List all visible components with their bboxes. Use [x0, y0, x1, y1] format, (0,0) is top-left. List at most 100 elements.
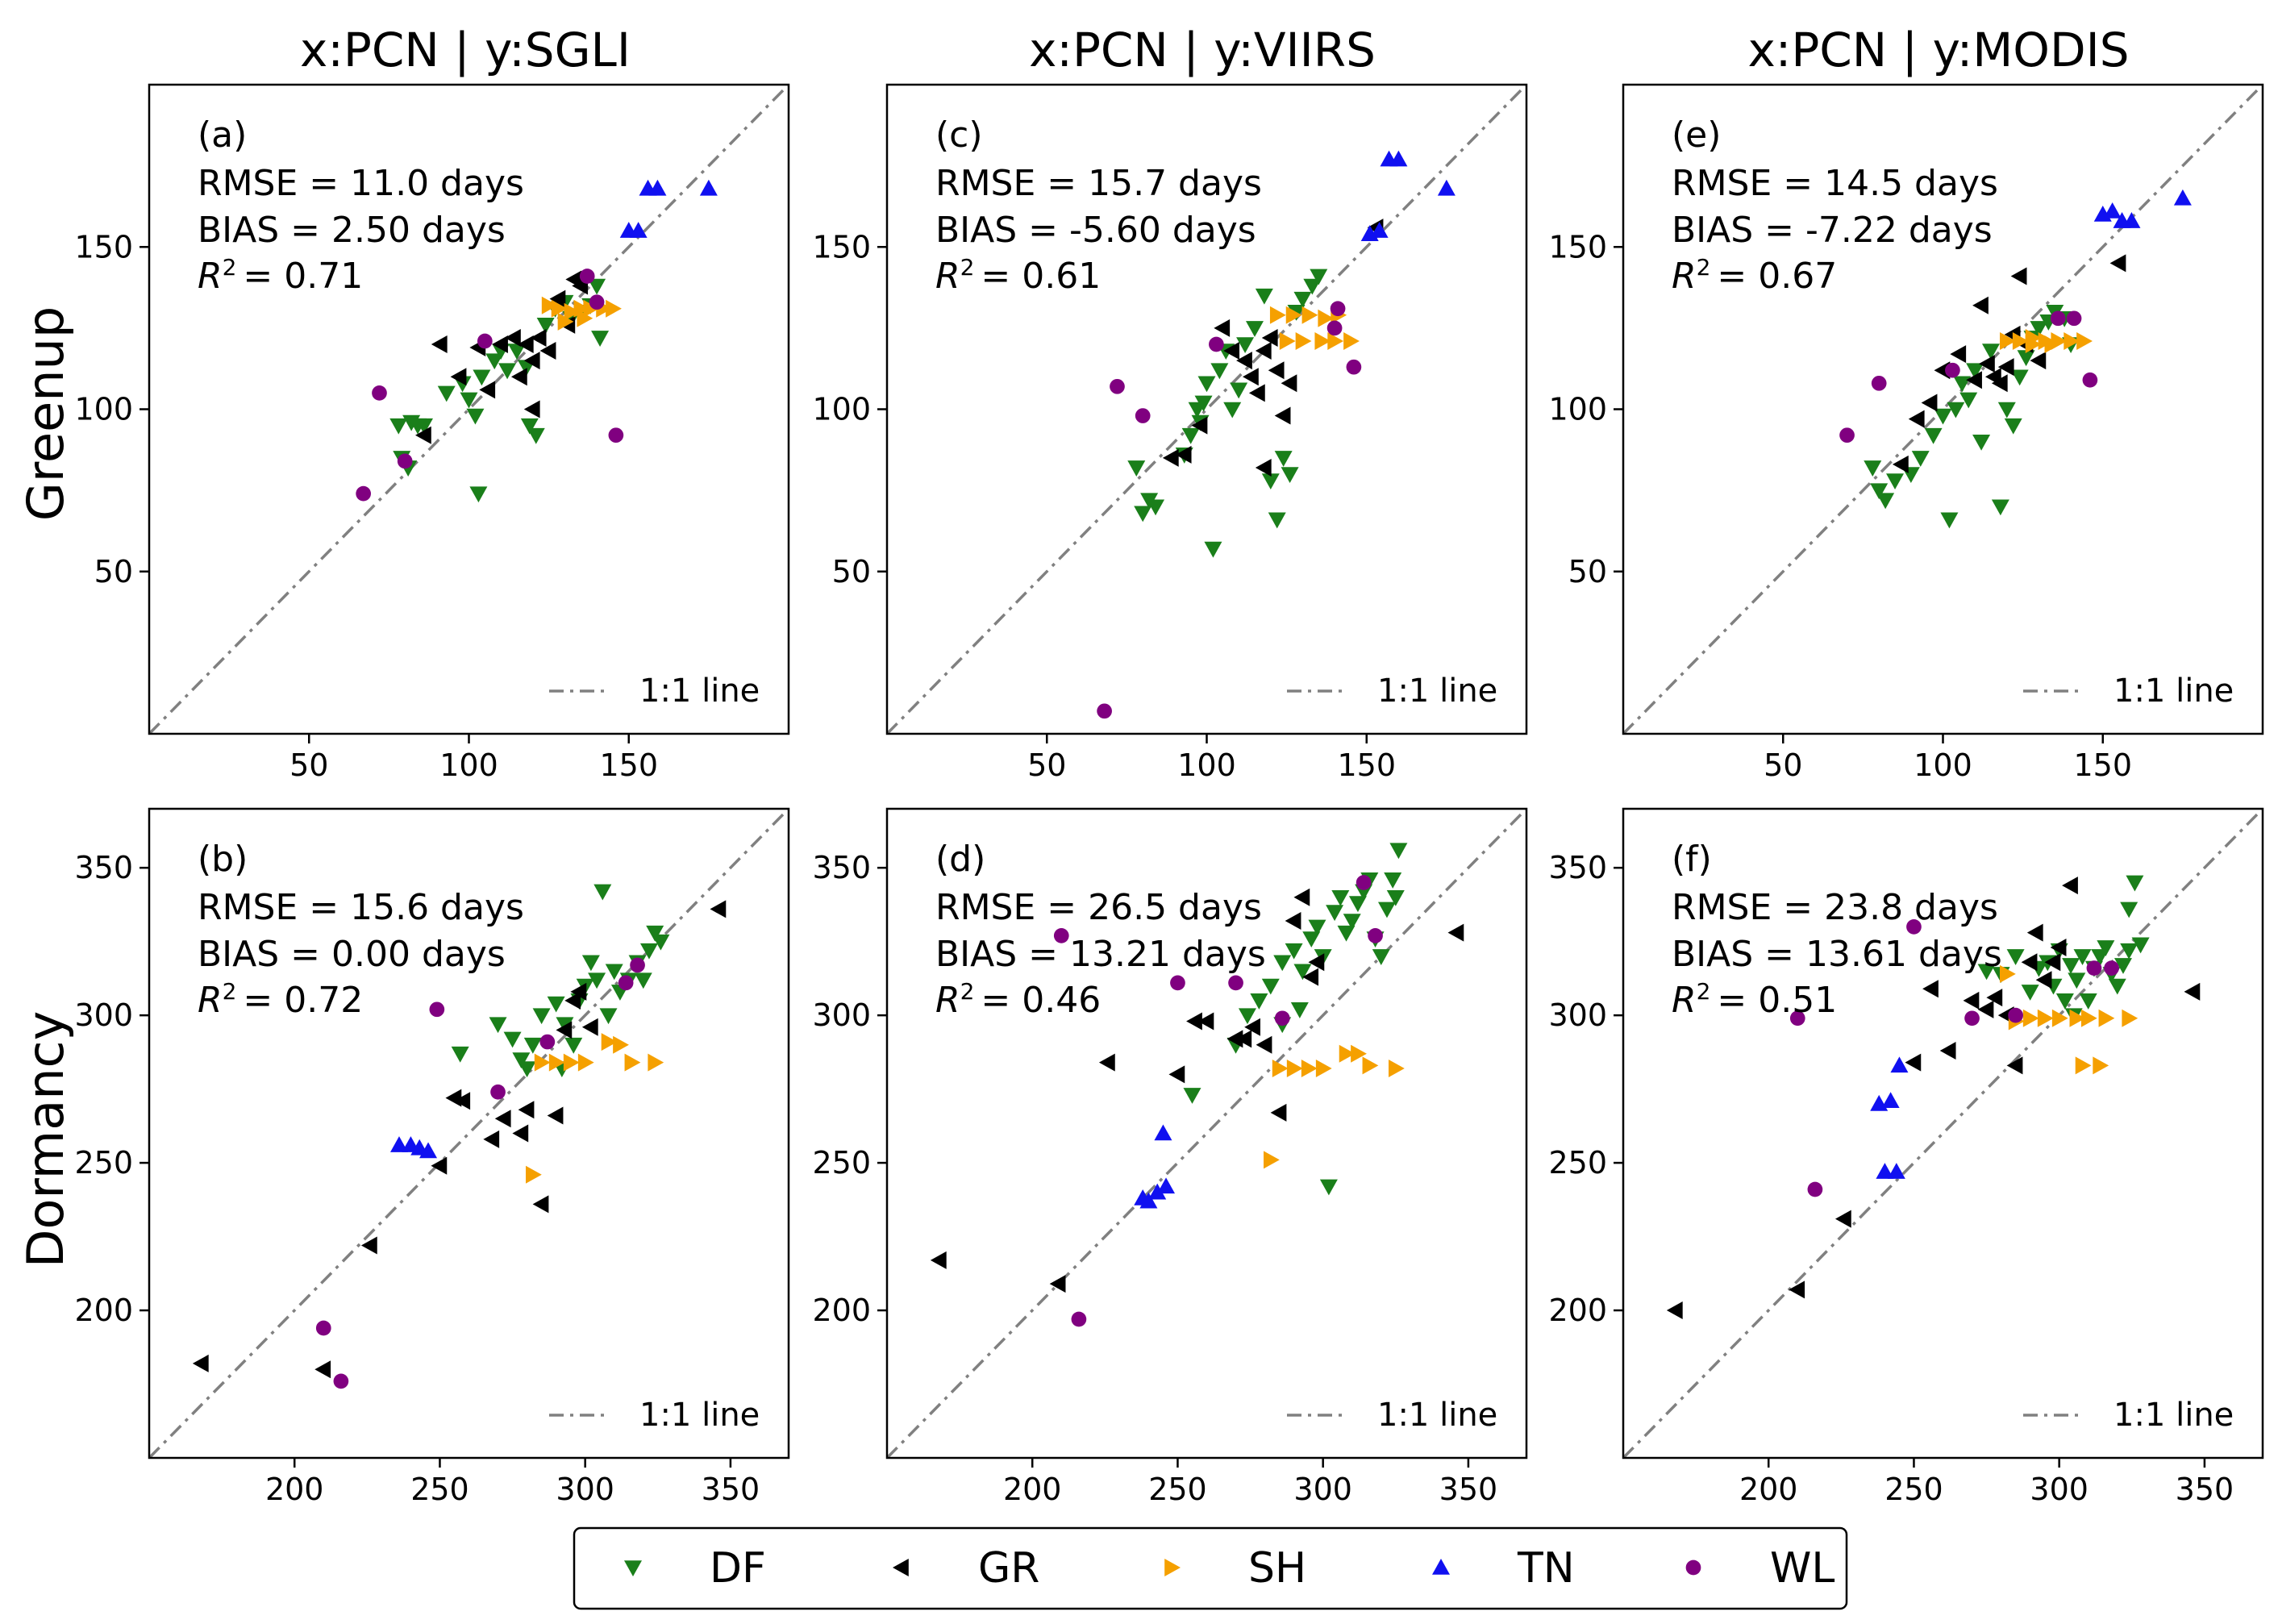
point-wl: [2066, 310, 2082, 327]
point-wl: [589, 294, 605, 310]
point-df: [2017, 350, 2035, 367]
point-df: [1924, 427, 1943, 444]
point-sh: [1318, 309, 1335, 327]
x-tick-label: 300: [1293, 1472, 1352, 1507]
point-df: [581, 955, 600, 972]
point-gr: [1255, 458, 1272, 477]
point-df: [2062, 958, 2080, 974]
y-tick-label: 50: [1568, 554, 1607, 589]
point-gr: [1243, 368, 1259, 386]
point-gr: [445, 1089, 462, 1107]
point-sh: [624, 1053, 641, 1072]
point-df: [2055, 993, 2074, 1010]
point-gr: [1447, 923, 1464, 942]
point-df: [2006, 949, 2025, 965]
panel-letter: (f): [1672, 839, 1712, 880]
point-wl: [1356, 875, 1372, 890]
point-df: [1331, 889, 1350, 906]
point-gr: [450, 368, 467, 386]
point-gr: [1281, 374, 1297, 393]
point-df: [2030, 321, 2048, 337]
point-df: [1261, 978, 1280, 995]
column-title-viirs: x:PCN | y:VIIRS: [1029, 23, 1376, 77]
point-gr: [1186, 1012, 1202, 1031]
point-gr: [2030, 352, 2047, 370]
point-df: [639, 943, 658, 960]
point-gr: [1834, 1210, 1851, 1228]
point-df: [1372, 949, 1390, 965]
point-df: [485, 353, 504, 370]
point-wl: [630, 957, 645, 973]
point-wl: [539, 1034, 556, 1050]
y-tick-label: 250: [1548, 1145, 1607, 1181]
x-tick-label: 150: [2073, 747, 2132, 783]
y-tick-label: 150: [1548, 229, 1607, 264]
point-sh: [601, 1033, 618, 1051]
point-wl: [1135, 408, 1151, 423]
y-tick-label: 50: [94, 554, 133, 589]
point-df: [520, 418, 539, 435]
point-df: [2021, 985, 2039, 1001]
point-sh: [548, 1053, 565, 1072]
point-sh: [606, 299, 622, 318]
point-sh: [2044, 335, 2061, 353]
point-sh: [1343, 331, 1360, 350]
point-df: [1977, 964, 1996, 981]
point-sh: [1286, 1060, 1303, 1077]
point-gr: [1939, 1042, 1956, 1060]
point-df: [1384, 872, 1402, 889]
point-df: [1183, 1088, 1201, 1104]
point-df: [1293, 964, 1312, 981]
oneone-line: [887, 809, 1526, 1458]
r2-text: R2 = 0.71: [198, 254, 363, 298]
point-sh: [1327, 331, 1344, 350]
point-wl: [1097, 703, 1112, 719]
point-wl: [1326, 320, 1343, 336]
point-gr: [1274, 406, 1291, 425]
points-group: [192, 884, 727, 1389]
point-wl: [1346, 359, 1362, 375]
points-group: [1097, 150, 1456, 719]
point-df: [564, 1037, 583, 1054]
point-df: [1197, 376, 1216, 393]
point-df: [469, 486, 488, 503]
point-df: [1940, 512, 1959, 529]
point-gr: [2050, 938, 2067, 956]
point-wl: [333, 1373, 349, 1389]
point-df: [1870, 483, 1889, 500]
point-sh: [1339, 1044, 1356, 1063]
y-tick-label: 200: [812, 1293, 871, 1328]
point-wl: [1110, 378, 1125, 394]
point-wl: [477, 333, 493, 349]
point-tn: [2103, 202, 2122, 219]
point-wl: [1906, 919, 1922, 935]
x-tick-label: 350: [2176, 1472, 2234, 1507]
point-wl: [490, 1084, 506, 1100]
point-gr: [2006, 1056, 2023, 1075]
point-gr: [414, 426, 431, 444]
y-tick-label: 100: [812, 392, 871, 427]
point-tn: [1154, 1124, 1172, 1141]
point-gr: [2010, 267, 2027, 285]
point-df: [518, 1061, 536, 1077]
point-gr: [1997, 358, 2014, 377]
r2-text: R2 = 0.67: [1672, 254, 1837, 298]
point-df: [652, 934, 670, 951]
point-gr: [1966, 371, 1982, 389]
panel-e: 50 100 150 50 100 150 (e) RMSE = 14.5 days BIAS …: [1548, 83, 2264, 783]
point-gr: [556, 1021, 573, 1039]
legend-label-tn: TN: [1517, 1544, 1575, 1593]
point-sh: [613, 1035, 629, 1054]
x-tick-label: 100: [1177, 747, 1236, 783]
y-tick-label: 300: [1548, 997, 1607, 1033]
triangle-up-icon: [1432, 1559, 1450, 1575]
point-wl: [579, 269, 595, 284]
point-gr: [518, 1101, 535, 1119]
point-tn: [1437, 179, 1456, 196]
point-df: [1337, 925, 1356, 942]
legend-label-wl: WL: [1770, 1544, 1834, 1593]
column-title-modis: x:PCN | y:MODIS: [1747, 23, 2129, 77]
axes-frame: [1622, 807, 2264, 1460]
point-sh: [2098, 1009, 2115, 1027]
point-df: [2131, 937, 2150, 954]
